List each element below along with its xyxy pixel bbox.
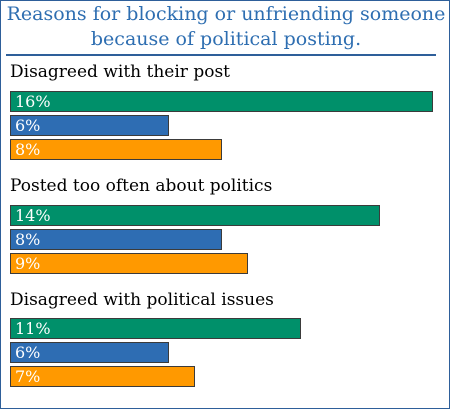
category-label-disagreed-with-issues: Disagreed with political issues xyxy=(10,290,274,310)
bar-value-label: 16% xyxy=(15,92,51,111)
bar-value-label: 11% xyxy=(15,319,51,338)
bar-3-2: 6% xyxy=(10,342,169,363)
bar-value-label: 8% xyxy=(15,230,41,249)
bar-1-1: 16% xyxy=(10,91,433,112)
title-divider xyxy=(6,54,436,56)
bar-1-2: 6% xyxy=(10,115,169,136)
chart-title-line-1: Reasons for blocking or unfriending some… xyxy=(6,3,446,25)
bar-2-1: 14% xyxy=(10,205,380,226)
category-label-posted-too-often: Posted too often about politics xyxy=(10,176,273,196)
bar-value-label: 7% xyxy=(15,367,41,386)
chart-title: Reasons for blocking or unfriending some… xyxy=(0,2,452,52)
bar-2-2: 8% xyxy=(10,229,222,250)
bar-value-label: 6% xyxy=(15,343,41,362)
bar-2-3: 9% xyxy=(10,253,248,274)
bar-3-1: 11% xyxy=(10,318,301,339)
category-label-disagreed-with-post: Disagreed with their post xyxy=(10,62,230,82)
bar-1-3: 8% xyxy=(10,139,222,160)
bar-value-label: 8% xyxy=(15,140,41,159)
chart-title-line-2: because of political posting. xyxy=(90,28,362,50)
bar-value-label: 14% xyxy=(15,206,51,225)
bar-value-label: 6% xyxy=(15,116,41,135)
bar-value-label: 9% xyxy=(15,254,41,273)
bar-3-3: 7% xyxy=(10,366,195,387)
